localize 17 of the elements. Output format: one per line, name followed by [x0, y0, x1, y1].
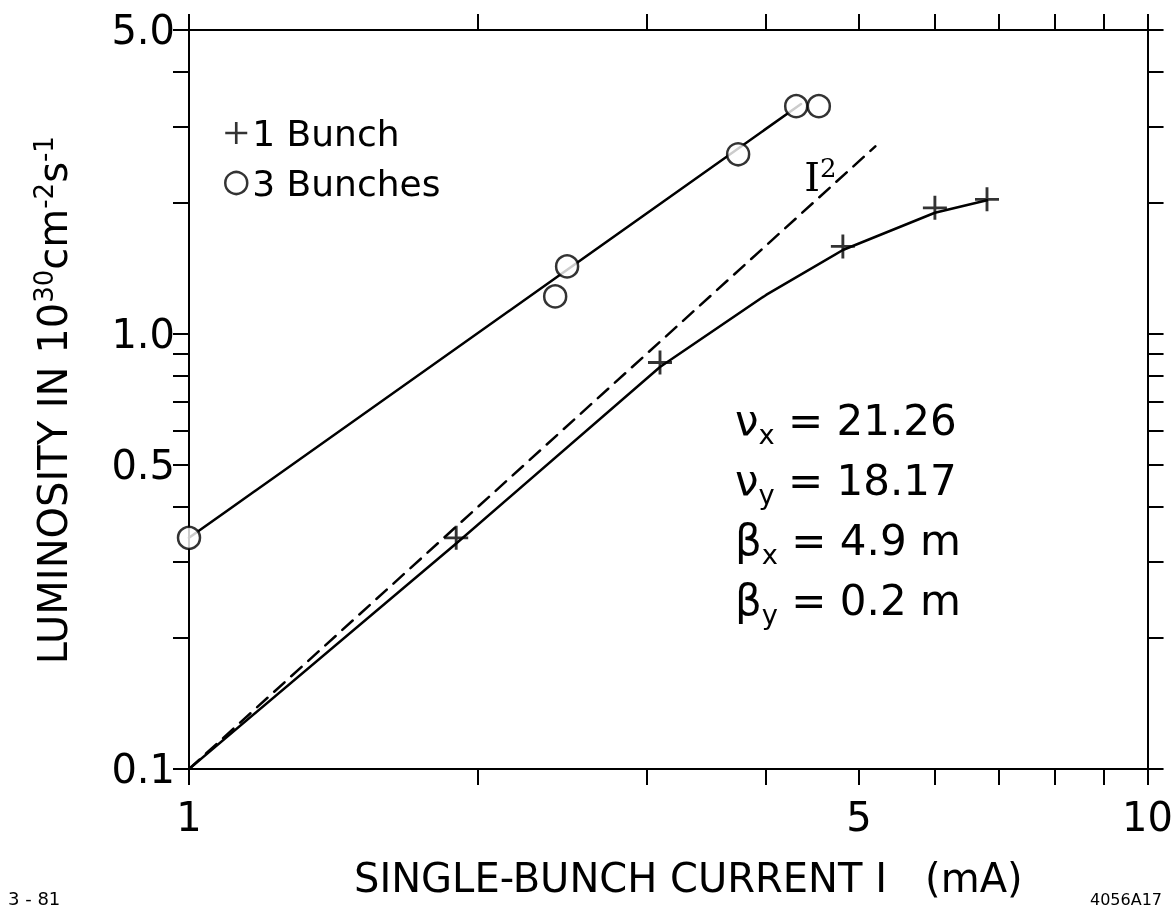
annotation: β$_{y}$ = 0.2 m: [735, 576, 961, 631]
y-tick-label: 5.0: [111, 7, 175, 53]
x-tick-label: 1: [176, 794, 202, 840]
annotation: ν$_{x}$ = 21.26: [735, 396, 957, 451]
legend-label: 1 Bunch: [252, 112, 400, 154]
annotation: ν$_{y}$ = 18.17: [735, 456, 957, 511]
legend-label: 3 Bunches: [252, 162, 441, 204]
x-tick-label: 5: [846, 794, 872, 840]
annotation: β$_{x}$ = 4.9 m: [735, 516, 961, 571]
text: 4056A17: [1090, 890, 1163, 909]
x-axis-title: SINGLE-BUNCH CURRENT I (mA): [354, 855, 1023, 901]
y-tick-label: 1.0: [111, 311, 175, 358]
x-tick-label: 10: [1122, 794, 1173, 840]
text: 3 - 81: [8, 888, 61, 909]
y-tick-label: 0.5: [111, 441, 175, 488]
annotation: I$^{2}$: [804, 153, 837, 201]
y-tick-label: 0.1: [111, 746, 175, 792]
